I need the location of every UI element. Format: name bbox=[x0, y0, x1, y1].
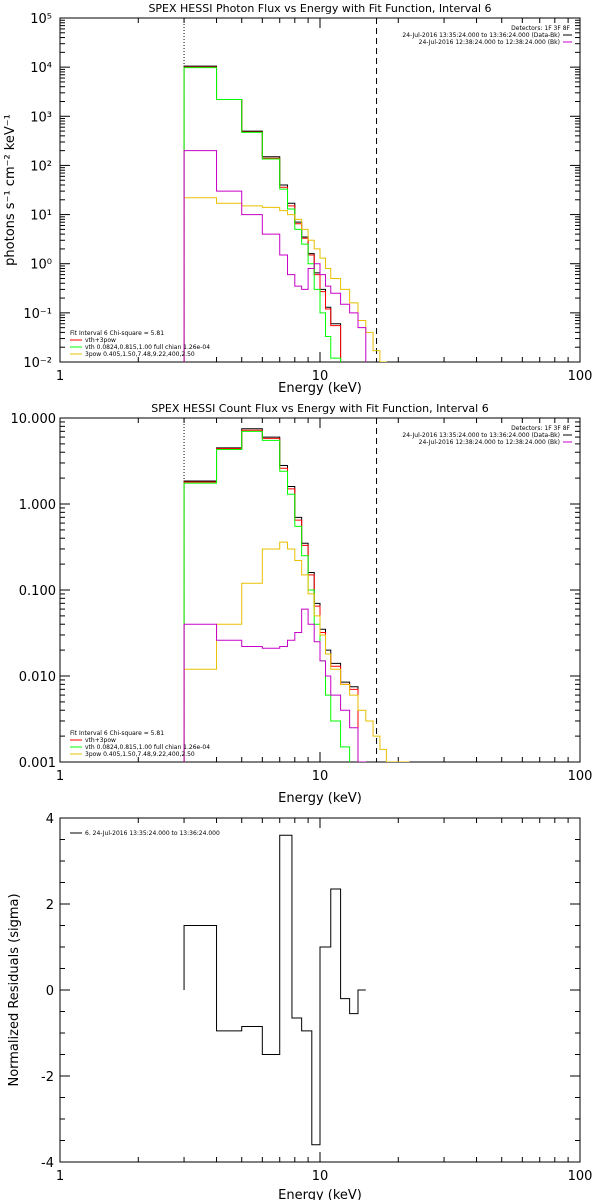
y-tick-label: 0.010 bbox=[19, 670, 56, 685]
y-tick-label: -4 bbox=[41, 1156, 54, 1171]
y-tick-label: 10⁵ bbox=[30, 12, 52, 27]
x-tick-label: 100 bbox=[568, 1169, 593, 1184]
panel2-legend: Fit Interval 6 Chi-square = 5.81 vth+3po… bbox=[70, 730, 210, 758]
panel2-header-line: 24-Jul-2016 12:38:24.000 to 12:38:24.000… bbox=[419, 439, 560, 446]
panel1-xlabel: Energy (keV) bbox=[278, 381, 362, 396]
y-tick-label: 0.100 bbox=[19, 584, 56, 599]
panel2-header-line: Detectors: 1F 3F 8F bbox=[511, 425, 570, 432]
panel1-header-line: 24-Jul-2016 12:38:24.000 to 12:38:24.000… bbox=[419, 39, 560, 46]
series-line bbox=[183, 541, 410, 762]
series-line bbox=[183, 429, 359, 762]
y-tick-label: 10¹ bbox=[30, 209, 52, 224]
panel-count-flux: SPEX HESSI Count Flux vs Energy with Fit… bbox=[11, 402, 593, 806]
y-tick-label: 0.001 bbox=[19, 756, 56, 771]
series-line bbox=[183, 428, 359, 762]
panel1-legend-entry: Fit Interval 6 Chi-square = 5.81 bbox=[70, 330, 164, 337]
panel1-header: Detectors: 1F 3F 8F 24-Jul-2016 13:35:24… bbox=[402, 25, 570, 46]
series-line bbox=[183, 430, 351, 762]
y-tick-label: 0 bbox=[46, 984, 54, 999]
x-tick-label: 1 bbox=[56, 769, 64, 784]
panel3-ylabel: Normalized Residuals (sigma) bbox=[7, 893, 22, 1086]
panel-residuals: 1 10 100 -4 -2 0 2 4 Energy (keV) Normalized Re… bbox=[7, 812, 592, 1200]
x-tick-label: 1 bbox=[56, 1169, 64, 1184]
panel2-frame bbox=[59, 417, 581, 763]
y-tick-label: 1.000 bbox=[19, 498, 56, 513]
panel1-header-line: Detectors: 1F 3F 8F bbox=[511, 25, 570, 32]
panel2-xlabel: Energy (keV) bbox=[278, 791, 362, 806]
y-tick-label: 2 bbox=[46, 898, 54, 913]
series-line bbox=[183, 608, 367, 762]
y-tick-label: 10⁻¹ bbox=[23, 307, 52, 322]
y-tick-label: 10⁰ bbox=[30, 258, 52, 273]
x-tick-label: 100 bbox=[568, 369, 593, 384]
panel1-legend-entry: vth 0.0824,0.815,1.00 full chian 1.26e-0… bbox=[85, 344, 210, 351]
panel1-header-line: 24-Jul-2016 13:35:24.000 to 13:36:24.000… bbox=[402, 32, 560, 39]
y-tick-label: 10.000 bbox=[11, 412, 57, 427]
panel3-xlabel: Energy (keV) bbox=[278, 1188, 362, 1200]
panel-photon-flux: SPEX HESSI Photon Flux vs Energy with Fi… bbox=[3, 2, 592, 396]
panel1-legend: Fit Interval 6 Chi-square = 5.81 vth+3po… bbox=[70, 330, 210, 358]
panel2-legend-entry: vth 0.0824,0.815,1.00 full chian 1.26e-0… bbox=[85, 744, 210, 751]
panel1-ylabel: photons s⁻¹ cm⁻² keV⁻¹ bbox=[3, 114, 18, 266]
x-tick-label: 100 bbox=[568, 769, 593, 784]
panel1-legend-entry: 3pow 0.405,1.50,7.48,9.22,400,2.50 bbox=[85, 351, 195, 358]
series-line bbox=[183, 834, 366, 1146]
y-tick-label: 10⁴ bbox=[30, 61, 52, 76]
series-line bbox=[183, 150, 367, 362]
panel3-legend: 6. 24-Jul-2016 13:35:24.000 to 13:36:24.… bbox=[85, 830, 220, 837]
x-tick-label: 10 bbox=[312, 769, 329, 784]
panel1-legend-entry: vth+3pow bbox=[85, 337, 116, 344]
series-line bbox=[183, 197, 387, 362]
y-tick-label: 10⁻² bbox=[23, 356, 52, 371]
panel3-legend-entry: 6. 24-Jul-2016 13:35:24.000 to 13:36:24.… bbox=[85, 830, 220, 837]
x-tick-label: 1 bbox=[56, 369, 64, 384]
panel1-content: 1 10 100 10⁻² 10⁻¹ 10⁰ 10¹ 10² 10³ 10⁴ 10⁵ bbox=[23, 12, 593, 384]
panel2-legend-entry: 3pow 0.405,1.50,7.48,9.22,400,2.50 bbox=[85, 751, 195, 758]
x-tick-label: 10 bbox=[312, 1169, 329, 1184]
y-tick-label: 4 bbox=[46, 812, 54, 827]
y-tick-label: -2 bbox=[41, 1070, 54, 1085]
x-tick-label: 10 bbox=[312, 369, 329, 384]
panel2-title: SPEX HESSI Count Flux vs Energy with Fit… bbox=[151, 402, 488, 415]
panel2-legend-entry: vth+3pow bbox=[85, 737, 116, 744]
y-tick-label: 10² bbox=[30, 159, 52, 174]
panel2-header: Detectors: 1F 3F 8F 24-Jul-2016 13:35:24… bbox=[402, 425, 570, 446]
panel3-content: 1 10 100 -4 -2 0 2 4 bbox=[41, 812, 592, 1184]
series-line bbox=[183, 67, 342, 362]
panel2-header-line: 24-Jul-2016 13:35:24.000 to 13:36:24.000… bbox=[402, 432, 560, 439]
panel2-content: 1 10 100 0.001 0.010 0.100 1.000 10.000 bbox=[11, 412, 593, 784]
y-tick-label: 10³ bbox=[30, 110, 52, 125]
panel1-title: SPEX HESSI Photon Flux vs Energy with Fi… bbox=[148, 2, 491, 15]
panel2-legend-entry: Fit Interval 6 Chi-square = 5.81 bbox=[70, 730, 164, 737]
